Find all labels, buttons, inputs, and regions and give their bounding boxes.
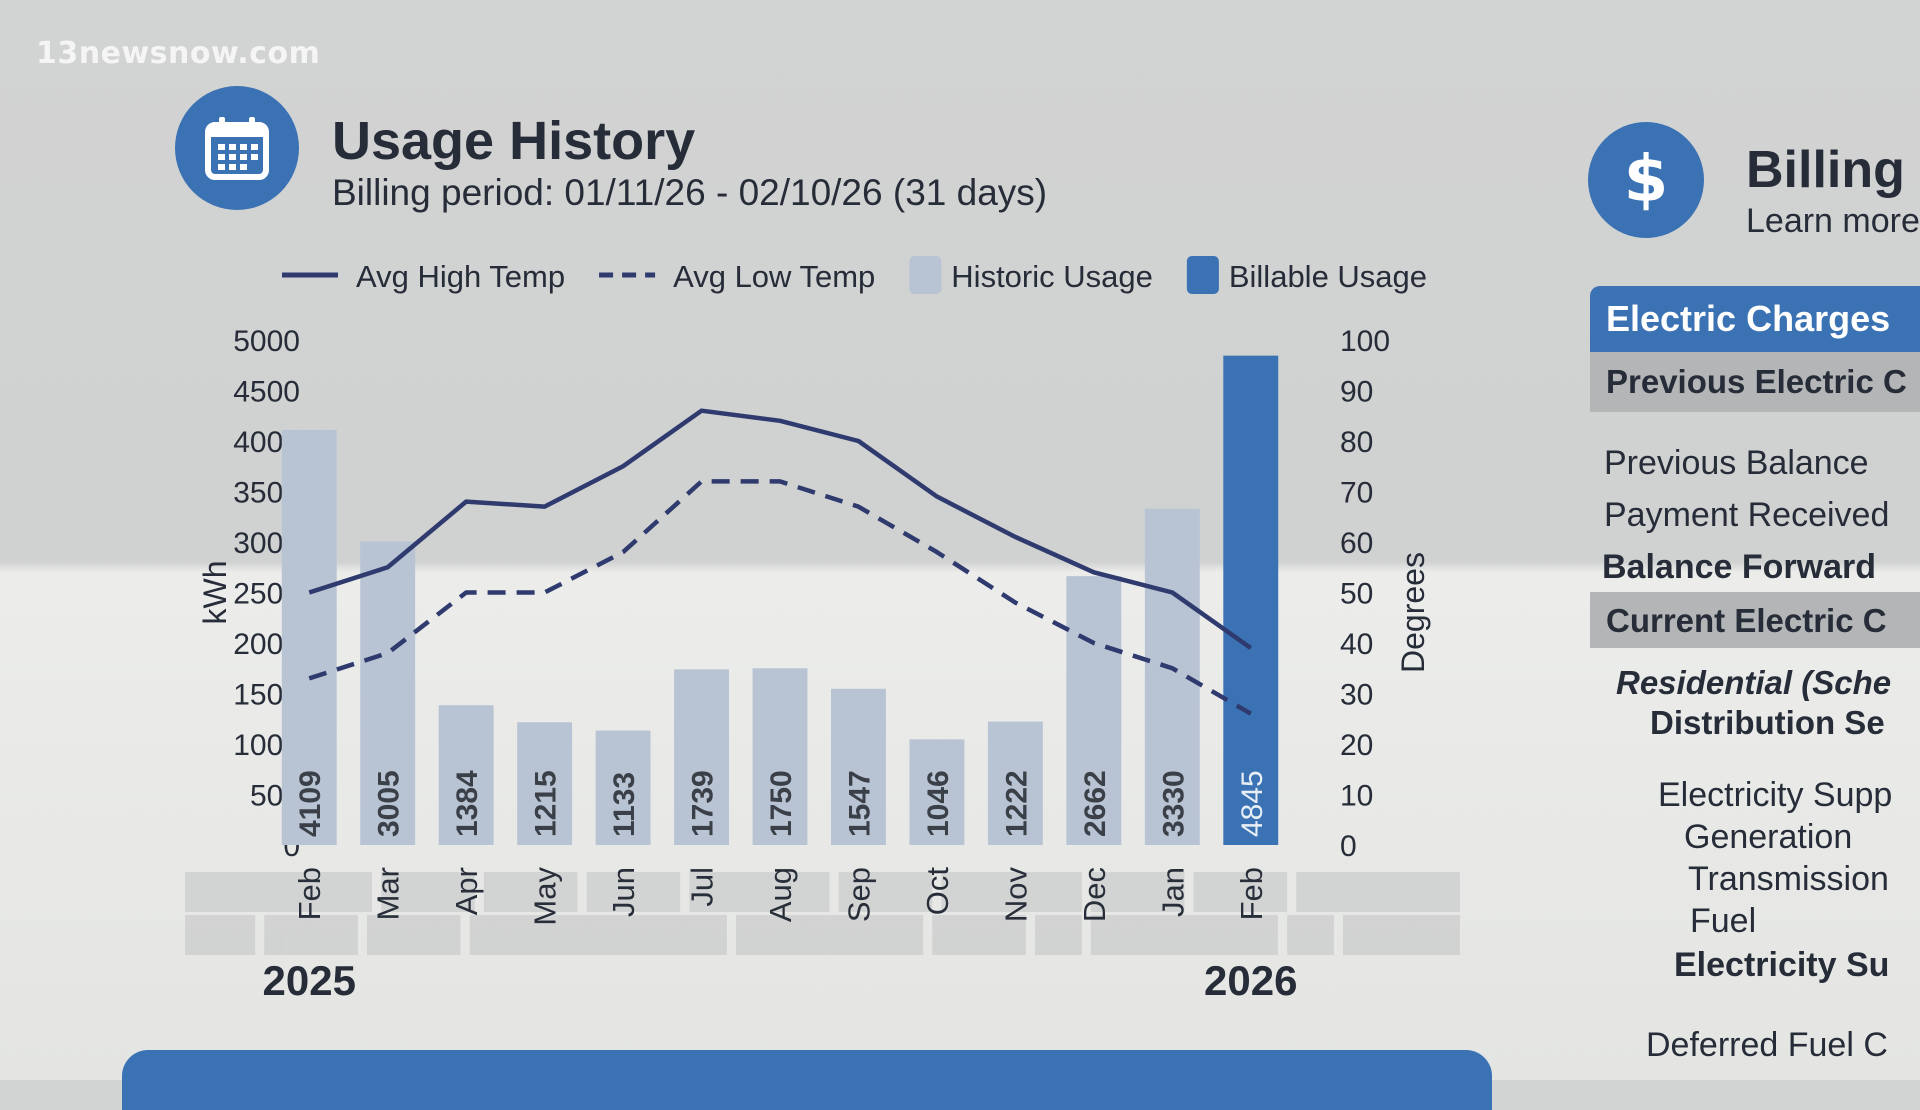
x-tick-label: Sep (841, 867, 876, 922)
bar-value-label: 2662 (1079, 770, 1112, 837)
y-right-tick-9: 90 (1340, 376, 1373, 409)
faint-background-text: ████████ ████ ████ ████ ██████ ████ ████… (185, 872, 1460, 952)
bar-value-label: 1222 (1000, 770, 1033, 837)
y-right-tick-3: 30 (1340, 679, 1373, 712)
calendar-icon (175, 86, 299, 210)
y-right-tick-7: 70 (1340, 477, 1373, 510)
electricity-supply-label: Electricity Supp (1658, 776, 1893, 814)
payment-received-label: Payment Received (1604, 496, 1890, 534)
avg-low-temp-line (308, 479, 1252, 716)
x-tick-label: Aug (763, 867, 798, 922)
bar-value-label: 1215 (530, 770, 563, 837)
x-tick-label: Feb (1234, 867, 1269, 920)
y-axis-right: 0 10 20 30 40 50 60 70 80 90 100 Degrees (1340, 325, 1431, 863)
billing-title: Billing I (1746, 141, 1920, 199)
transmission-label: Transmission (1688, 860, 1889, 898)
bar-value-label: 3005 (373, 770, 406, 837)
y-right-tick-6: 60 (1340, 527, 1373, 560)
bar-historic (987, 721, 1043, 845)
year-label-0: 2025 (263, 957, 356, 1000)
residential-schedule-label: Residential (Sche (1616, 664, 1892, 701)
learn-more-link[interactable]: Learn more (1746, 202, 1920, 240)
y-left-label: kWh (197, 561, 233, 625)
y-right-tick-2: 20 (1340, 729, 1373, 762)
dollar-icon: $ (1588, 122, 1704, 238)
x-tick-label: Feb (292, 867, 327, 920)
usage-history-chart: Avg High Temp Avg Low Temp Historic Usage B… (197, 256, 1431, 1000)
y-left-tick-9: 4500 (233, 376, 300, 409)
fuel-label: Fuel (1690, 902, 1757, 940)
bar-value-label: 4109 (294, 770, 327, 837)
bar-historic (281, 429, 337, 845)
y-left-tick-10: 5000 (233, 325, 300, 358)
avg-high-temp-line (308, 408, 1253, 650)
current-electric-section-bg (1590, 592, 1920, 648)
bar-value-label: 4845 (1236, 770, 1269, 837)
usage-history-title: Usage History (332, 111, 696, 171)
temperature-lines (308, 408, 1253, 716)
x-tick-label: May (528, 867, 563, 926)
bar-historic (674, 669, 729, 845)
bar-historic (517, 722, 573, 845)
legend-label-3: Billable Usage (1229, 259, 1427, 294)
electric-charges-header: Electric Charges (1590, 286, 1920, 352)
x-tick-label: Jan (1155, 867, 1190, 917)
bar-value-label: 3330 (1157, 770, 1190, 837)
y-right-tick-4: 40 (1340, 628, 1373, 661)
y-right-tick-10: 100 (1340, 325, 1390, 358)
y-right-tick-8: 80 (1340, 426, 1373, 459)
chart-legend: Avg High Temp Avg Low Temp Historic Usage B… (282, 256, 1427, 294)
legend-label-2: Historic Usage (951, 259, 1153, 294)
y-right-tick-0: 0 (1340, 830, 1357, 863)
legend-swatch-2 (909, 256, 942, 294)
billing-period: Billing period: 01/11/26 - 02/10/26 (31 … (332, 172, 1048, 213)
electric-charges-panel: Electric Charges Previous Electric C (1590, 286, 1920, 412)
bar-historic (595, 730, 651, 845)
y-right-tick-1: 10 (1340, 780, 1373, 813)
balance-forward-label: Balance Forward (1602, 548, 1876, 586)
bar-value-label: 1384 (451, 770, 484, 837)
bar-value-label: 1739 (687, 770, 720, 837)
bar-historic (909, 739, 965, 845)
bar-historic (752, 668, 808, 845)
bar-value-label: 1750 (765, 770, 798, 837)
previous-electric-section: Previous Electric C (1590, 352, 1920, 412)
x-tick-label: Apr (449, 867, 484, 915)
bar-historic (438, 705, 494, 845)
x-tick-label: Oct (920, 867, 955, 916)
x-tick-label: Dec (1077, 867, 1112, 922)
bar-value-label: 1133 (608, 772, 641, 837)
bar-value-label: 1046 (922, 770, 955, 837)
legend-swatch-3 (1186, 256, 1219, 294)
generation-label: Generation (1684, 818, 1853, 856)
x-tick-label: Jul (685, 867, 720, 907)
current-electric-section: Current Electric C (1606, 602, 1887, 639)
bar-value-label: 1547 (843, 770, 876, 837)
x-tick-label: Mar (371, 867, 406, 920)
year-label-1: 2026 (1204, 957, 1297, 1000)
x-tick-label: Nov (998, 867, 1033, 923)
bar-billable (1223, 355, 1279, 845)
legend-label-1: Avg Low Temp (673, 259, 875, 294)
y-right-label: Degrees (1395, 552, 1431, 673)
y-right-tick-5: 50 (1340, 578, 1373, 611)
bar-historic (831, 688, 886, 845)
usage-bars: 4109 3005 1384 1215 1133 1739 1750 1547 1046 1222… (281, 355, 1279, 845)
bar-historic (1066, 576, 1122, 845)
section-footer-bar (122, 1050, 1492, 1110)
legend-label-0: Avg High Temp (356, 259, 565, 294)
previous-balance-label: Previous Balance (1604, 444, 1869, 482)
distribution-service-label: Distribution Se (1650, 704, 1885, 741)
x-tick-label: Jun (606, 867, 641, 917)
electricity-supply-total-label: Electricity Su (1674, 946, 1890, 984)
deferred-fuel-label: Deferred Fuel C (1646, 1026, 1888, 1064)
x-axis-labels: Feb Mar Apr May Jun Jul Aug Sep Oct Nov Dec Jan Feb 2… (263, 867, 1298, 1000)
bar-historic (360, 541, 416, 845)
watermark: 13newsnow.com (36, 36, 321, 71)
